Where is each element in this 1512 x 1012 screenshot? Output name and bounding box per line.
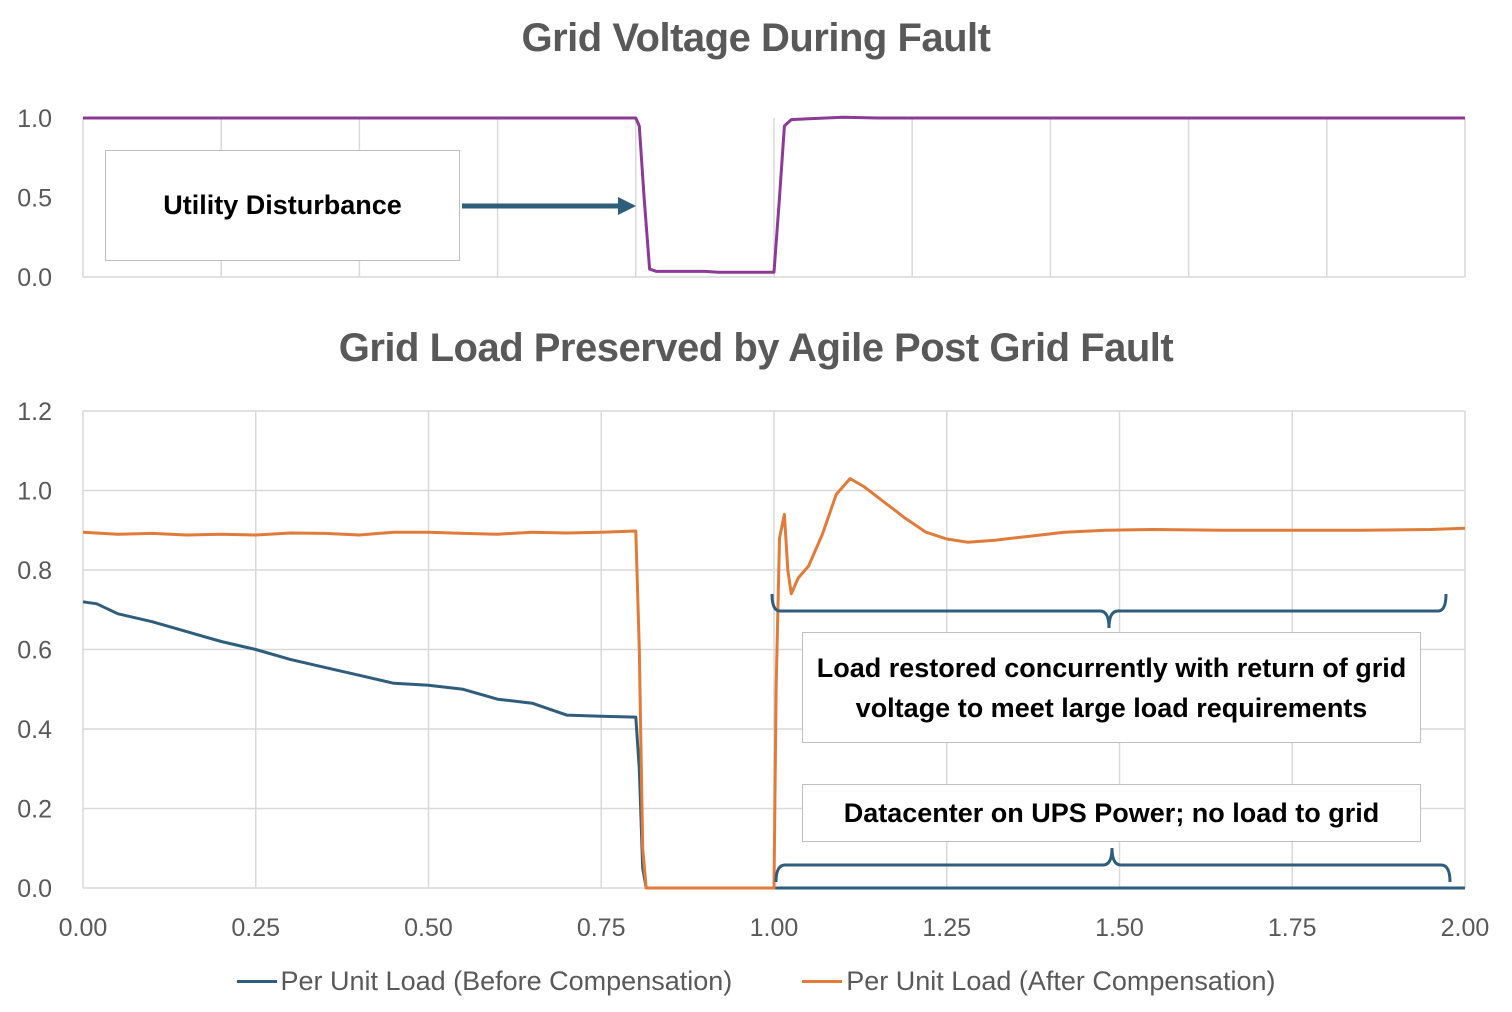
load-x-tick-label: 0.75 <box>577 914 626 942</box>
load-x-tick-label: 1.75 <box>1268 914 1317 942</box>
voltage-lines <box>83 115 1465 274</box>
load-y-tick-label: 0.4 <box>17 716 52 744</box>
utility-disturbance-callout: Utility Disturbance <box>105 150 460 261</box>
load-y-tick-label: 0.2 <box>17 796 52 824</box>
load-y-tick-label: 0.6 <box>17 637 52 665</box>
load-x-tick-label: 0.25 <box>231 914 280 942</box>
restored-brace <box>770 593 1448 629</box>
legend-label-before: Per Unit Load (Before Compensation) <box>280 966 733 996</box>
voltage-chart-title: Grid Voltage During Fault <box>521 16 991 60</box>
legend-item-after: Per Unit Load (After Compensation) <box>802 966 1275 997</box>
load-lines <box>82 477 1466 890</box>
voltage-y-tick-label: 0.5 <box>17 185 52 213</box>
series-line-after-compensation <box>82 477 1466 890</box>
legend-swatch-before <box>236 980 277 983</box>
ups-brace <box>774 847 1452 883</box>
utility-arrow-head <box>618 197 636 215</box>
legend: Per Unit Load (Before Compensation) Per … <box>0 966 1512 997</box>
load-x-tick-label: 0.00 <box>59 914 108 942</box>
load-x-tick-label: 1.50 <box>1095 914 1144 942</box>
legend-swatch-after <box>802 980 843 983</box>
voltage-y-tick-label: 1.0 <box>17 105 52 133</box>
voltage-y-tick-label: 0.0 <box>17 264 52 292</box>
load-x-tick-label: 1.00 <box>750 914 799 942</box>
load-x-tick-label: 2.00 <box>1441 914 1490 942</box>
annotation-graphics <box>462 197 1452 883</box>
ups-power-callout: Datacenter on UPS Power; no load to grid <box>802 784 1421 842</box>
load-chart-title: Grid Load Preserved by Agile Post Grid F… <box>338 326 1174 370</box>
load-y-tick-label: 0.8 <box>17 557 52 585</box>
voltage-tick-labels: 0.0 0.5 1.0 <box>17 105 52 292</box>
series-line-before-compensation <box>82 600 1465 890</box>
voltage-gridlines <box>82 118 1466 278</box>
legend-label-after: Per Unit Load (After Compensation) <box>846 966 1276 996</box>
load-y-tick-label: 1.2 <box>17 398 52 426</box>
load-restored-callout: Load restored concurrently with return o… <box>802 632 1421 743</box>
load-x-tick-label: 1.25 <box>922 914 971 942</box>
load-y-tick-label: 1.0 <box>17 478 52 506</box>
load-tick-labels: 0.00 0.25 0.50 0.75 1.00 1.25 1.50 1.75 2.00 0.0 0… <box>17 398 1489 942</box>
load-x-tick-label: 0.50 <box>404 914 453 942</box>
legend-item-before: Per Unit Load (Before Compensation) <box>236 966 733 997</box>
load-y-tick-label: 0.0 <box>17 875 52 903</box>
voltage-series-line <box>83 115 1465 274</box>
